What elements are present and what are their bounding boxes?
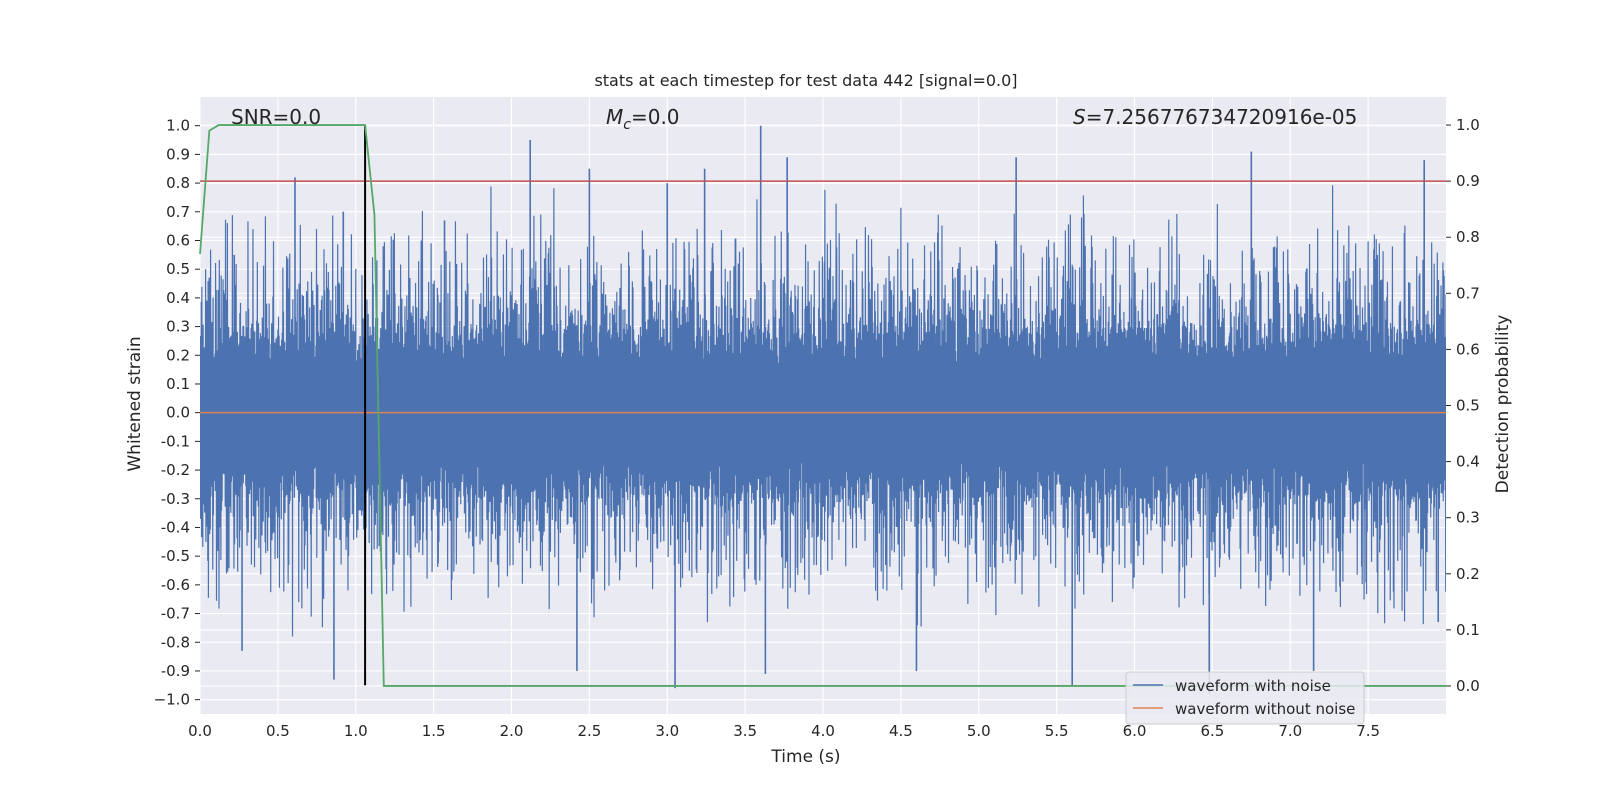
y-tick-label: -0.2 [161,461,190,479]
x-tick-label: 1.5 [422,722,446,740]
legend-label-with-noise: waveform with noise [1175,677,1331,695]
y2-tick-label: 0.3 [1456,509,1480,527]
y-tick-label: -0.5 [161,547,190,565]
y-tick-label: 0.6 [166,231,190,249]
chirp-mass-annotation: Mc=0.0 [606,105,680,133]
y-axis-label: Whitened strain [125,336,145,471]
x-tick-label: 7.0 [1278,722,1302,740]
x-tick-label: 1.0 [344,722,368,740]
x-tick-label: 5.0 [967,722,991,740]
y-tick-label: -0.3 [161,490,190,508]
y-tick-label: -0.6 [161,576,190,594]
y-tick-label: 0.2 [166,346,190,364]
x-tick-label: 0.5 [266,722,290,740]
noisy-waveform-line [200,185,1446,637]
y-tick-label: 0.9 [166,145,190,163]
legend: waveform with noise waveform without noi… [1125,671,1365,725]
x-tick-label: 6.5 [1200,722,1224,740]
y-tick-label: 0.1 [166,375,190,393]
y2-tick-label: 0.6 [1456,340,1480,358]
y-tick-label: -0.1 [161,432,190,450]
x-tick-label: 6.0 [1123,722,1147,740]
y-tick-label: 1.0 [166,117,190,135]
y2-tick-label: 0.1 [1456,621,1480,639]
x-tick-label: 7.5 [1356,722,1380,740]
x-tick-label: 5.5 [1045,722,1069,740]
x-tick-label: 4.0 [811,722,835,740]
y2-tick-label: 0.9 [1456,172,1480,190]
y2-axis-label: Detection probability [1493,315,1513,494]
y2-tick-label: 0.4 [1456,453,1480,471]
y-tick-label: 0.7 [166,203,190,221]
y2-tick-label: 0.7 [1456,284,1480,302]
y-tick-label: -0.9 [161,662,190,680]
x-tick-label: 3.5 [733,722,757,740]
y-tick-label: −1.0 [154,691,190,709]
y2-tick-label: 0.0 [1456,677,1480,695]
y-tick-label: 0.3 [166,318,190,336]
snr-statistic-annotation: S=7.256776734720916e-05 [1073,105,1357,129]
snr-annotation: SNR=0.0 [231,105,321,129]
y2-tick-label: 1.0 [1456,116,1480,134]
legend-label-without-noise: waveform without noise [1175,700,1355,718]
x-tick-label: 4.5 [889,722,913,740]
x-axis-label: Time (s) [770,747,840,767]
y-tick-label: 0.8 [166,174,190,192]
detection-probability-line [199,124,1446,687]
y-tick-label: -0.7 [161,605,190,623]
y-tick-label: 0.5 [166,260,190,278]
x-tick-label: 3.0 [655,722,679,740]
x-tick-label: 2.0 [500,722,524,740]
x-tick-label: 2.5 [577,722,601,740]
y-tick-label: 0.0 [166,404,190,422]
x-tick-label: 0.0 [188,722,212,740]
y-tick-label: -0.4 [161,518,190,536]
y2-tick-label: 0.2 [1456,565,1480,583]
y2-tick-label: 0.5 [1456,397,1480,415]
y-tick-label: -0.8 [161,633,190,651]
y-tick-label: 0.4 [166,289,190,307]
chart-title: stats at each timestep for test data 442… [594,71,1017,90]
y2-tick-label: 0.8 [1456,228,1480,246]
